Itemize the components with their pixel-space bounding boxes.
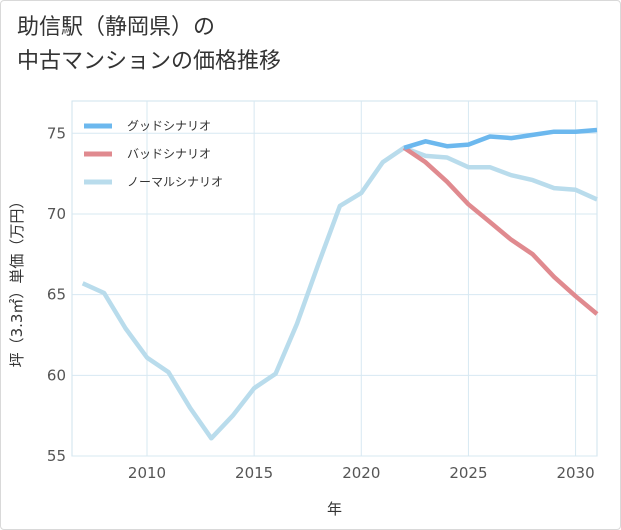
y-tick-label: 75 [47, 124, 66, 142]
y-tick-label: 65 [47, 286, 66, 304]
title-line-2: 中古マンションの価格推移 [17, 49, 282, 74]
x-tick-label: 2030 [556, 464, 594, 482]
y-tick-label: 55 [47, 447, 66, 465]
legend-label: グッドシナリオ [127, 119, 211, 133]
grid-lines [71, 100, 598, 457]
x-tick-labels: 2010 2015 2020 2025 2030 [128, 464, 595, 482]
title-line-1: 助信駅（静岡県）の [17, 15, 216, 40]
series-line-3 [81, 145, 598, 441]
x-tick-label: 2020 [342, 464, 380, 482]
series-line-2 [402, 145, 599, 316]
y-tick-labels: 55 60 65 70 75 [47, 124, 66, 465]
y-tick-label: 60 [47, 366, 66, 384]
x-axis-title: 年 [327, 500, 342, 518]
page-title: 助信駅（静岡県）の 中古マンションの価格推移 [17, 11, 577, 79]
series-line-1 [403, 127, 598, 150]
y-axis-title: 坪（3.3㎡）単価（万円） [8, 194, 26, 368]
legend-label: バッドシナリオ [127, 147, 211, 161]
x-tick-label: 2025 [449, 464, 487, 482]
x-tick-label: 2010 [128, 464, 166, 482]
y-tick-label: 70 [47, 205, 66, 223]
legend-label: ノーマルシナリオ [127, 175, 223, 189]
series-layer [81, 127, 599, 441]
x-tick-label: 2015 [235, 464, 273, 482]
